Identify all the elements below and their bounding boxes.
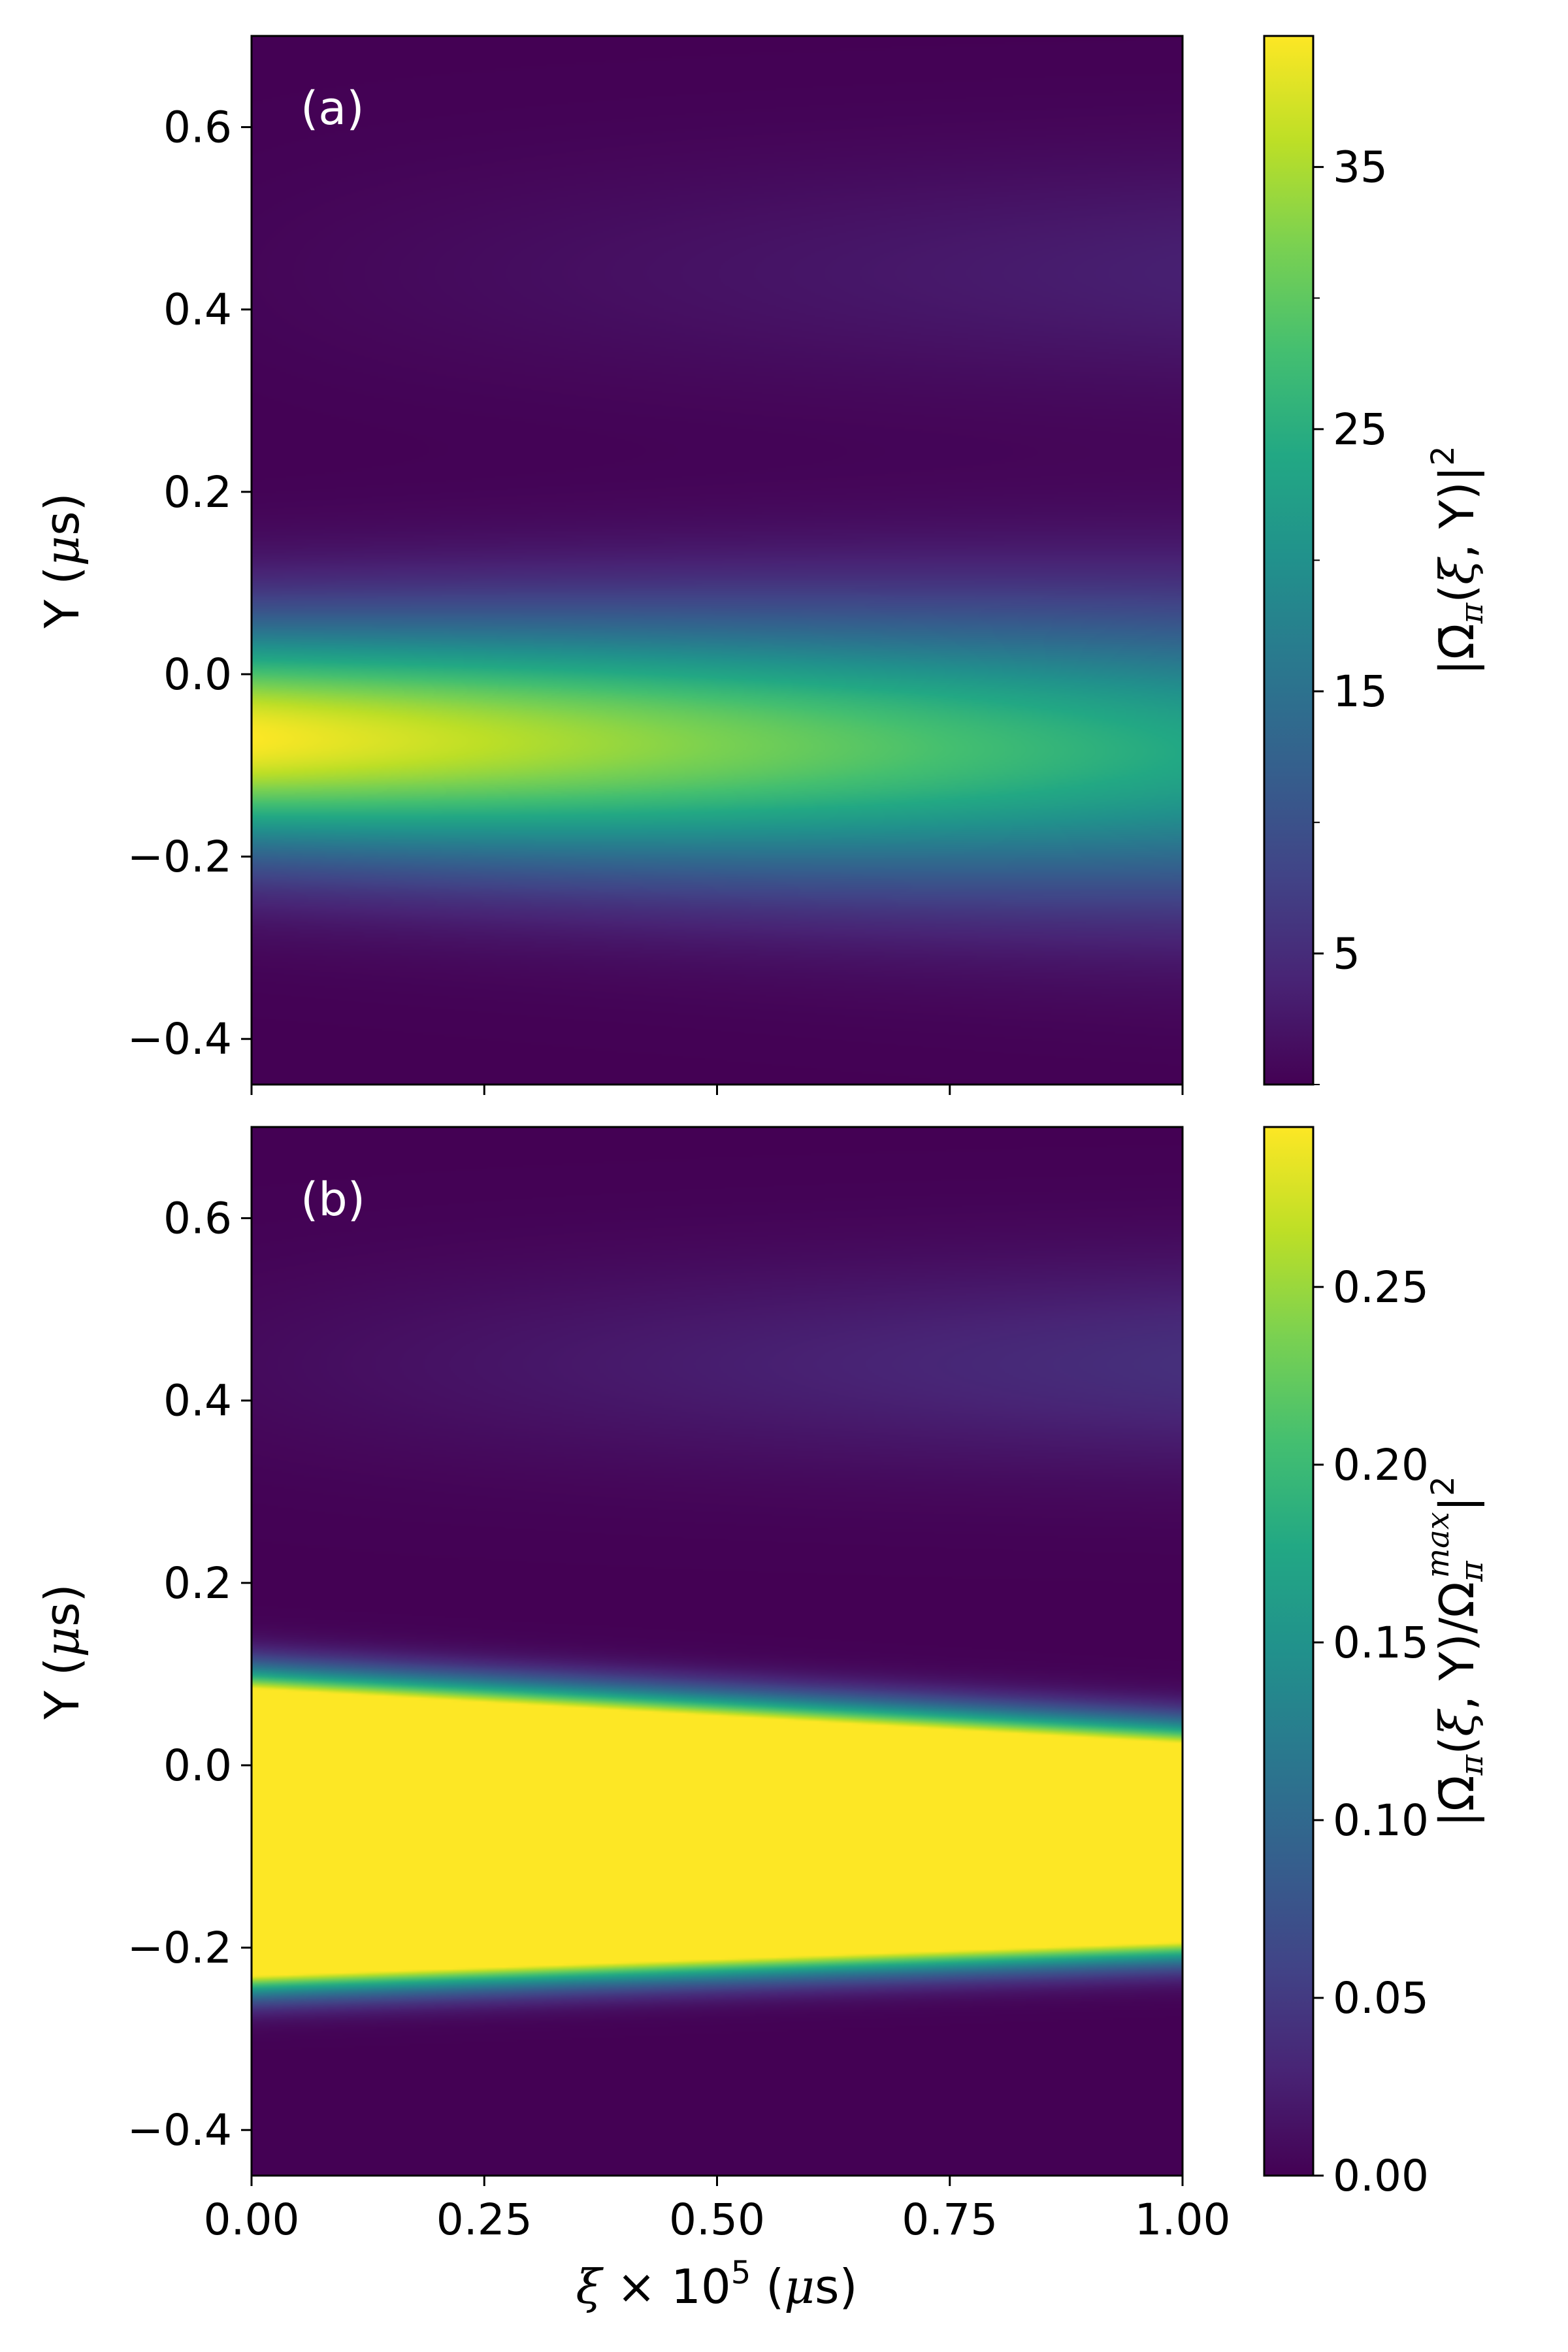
y-axis-label-a: Y (μs) — [35, 493, 90, 629]
y-axis-b: −0.4 −0.2 0.0 0.2 0.4 0.6 — [127, 1194, 252, 2155]
y-tick-label: −0.2 — [127, 832, 232, 882]
x-tick-label: 0.50 — [669, 2195, 765, 2245]
y-tick-label: 0.2 — [163, 467, 232, 517]
colorbar-tick-label: 0.05 — [1333, 1973, 1429, 2023]
x-tick-label: 1.00 — [1135, 2195, 1231, 2245]
colorbar-ticks-b: 0.00 0.05 0.10 0.15 0.20 0.25 — [1313, 1262, 1429, 2201]
colorbar-tick-label: 0.00 — [1333, 2151, 1429, 2201]
y-tick-label: 0.6 — [163, 1194, 232, 1244]
colorbar-tick-label: 5 — [1333, 928, 1360, 979]
panel-a: (a) −0.4−0.20.00.20.40.6 Y (μs) 5152535 … — [35, 35, 1490, 1095]
y-tick-label: −0.4 — [127, 1014, 232, 1064]
y-tick-label: 0.4 — [163, 1376, 232, 1426]
panel-label-a: (a) — [301, 82, 365, 135]
y-tick-label: −0.4 — [127, 2105, 232, 2155]
x-tick-label: 0.25 — [436, 2195, 532, 2245]
y-tick-label: 0.0 — [163, 1740, 232, 1791]
heatmap-a — [252, 36, 1183, 1085]
x-axis-a — [250, 1085, 1184, 1095]
y-axis-a: −0.4 −0.2 0.0 0.2 0.4 0.6 — [127, 103, 252, 1064]
panel-b: (b) −0.4 −0.2 0.0 0.2 0.4 0.6 0.00 0.25 0.50 0.7… — [35, 1126, 1490, 2314]
colorbar-label-a: |Ω̄π(ξ, Y)|2 — [1425, 446, 1490, 675]
colorbar-tick-label: 0.15 — [1333, 1618, 1429, 1668]
y-axis-label-b: Y (μs) — [35, 1584, 90, 1720]
y-tick-label: 0.4 — [163, 285, 232, 335]
x-axis-b: 0.00 0.25 0.50 0.75 1.00 — [204, 2176, 1231, 2245]
y-tick-label: −0.2 — [127, 1923, 232, 1973]
colorbar-tick-label: 0.10 — [1333, 1795, 1429, 1846]
colorbar-tick-label: 0.20 — [1333, 1440, 1429, 1490]
panel-label-b: (b) — [301, 1173, 365, 1226]
x-tick-label: 0.75 — [902, 2195, 998, 2245]
colorbar-a — [1263, 35, 1315, 1086]
y-tick-label: 0.2 — [163, 1558, 232, 1609]
heatmap-b-area — [252, 1127, 1183, 2176]
y-tick-label: 0.0 — [163, 649, 232, 700]
colorbar-tick-label: 15 — [1333, 666, 1388, 717]
x-tick-label: 0.00 — [204, 2195, 300, 2245]
y-tick-label: 0.6 — [163, 103, 232, 153]
colorbar-b — [1263, 1126, 1315, 2177]
heatmap-b — [252, 1127, 1183, 2176]
heatmap-a-area — [252, 36, 1183, 1085]
colorbar-tick-label: 0.25 — [1333, 1262, 1429, 1313]
colorbar-tick-label: 35 — [1333, 142, 1388, 193]
x-axis-label-b: ξ × 105 (μs) — [576, 2255, 857, 2314]
colorbar-label-b: |Ω̄π(ξ, Y)/Ωπmax|2 — [1420, 1476, 1490, 1827]
colorbar-tick-label: 25 — [1333, 404, 1388, 455]
colorbar-ticks-a: 5 15 25 35 — [1313, 142, 1388, 1085]
